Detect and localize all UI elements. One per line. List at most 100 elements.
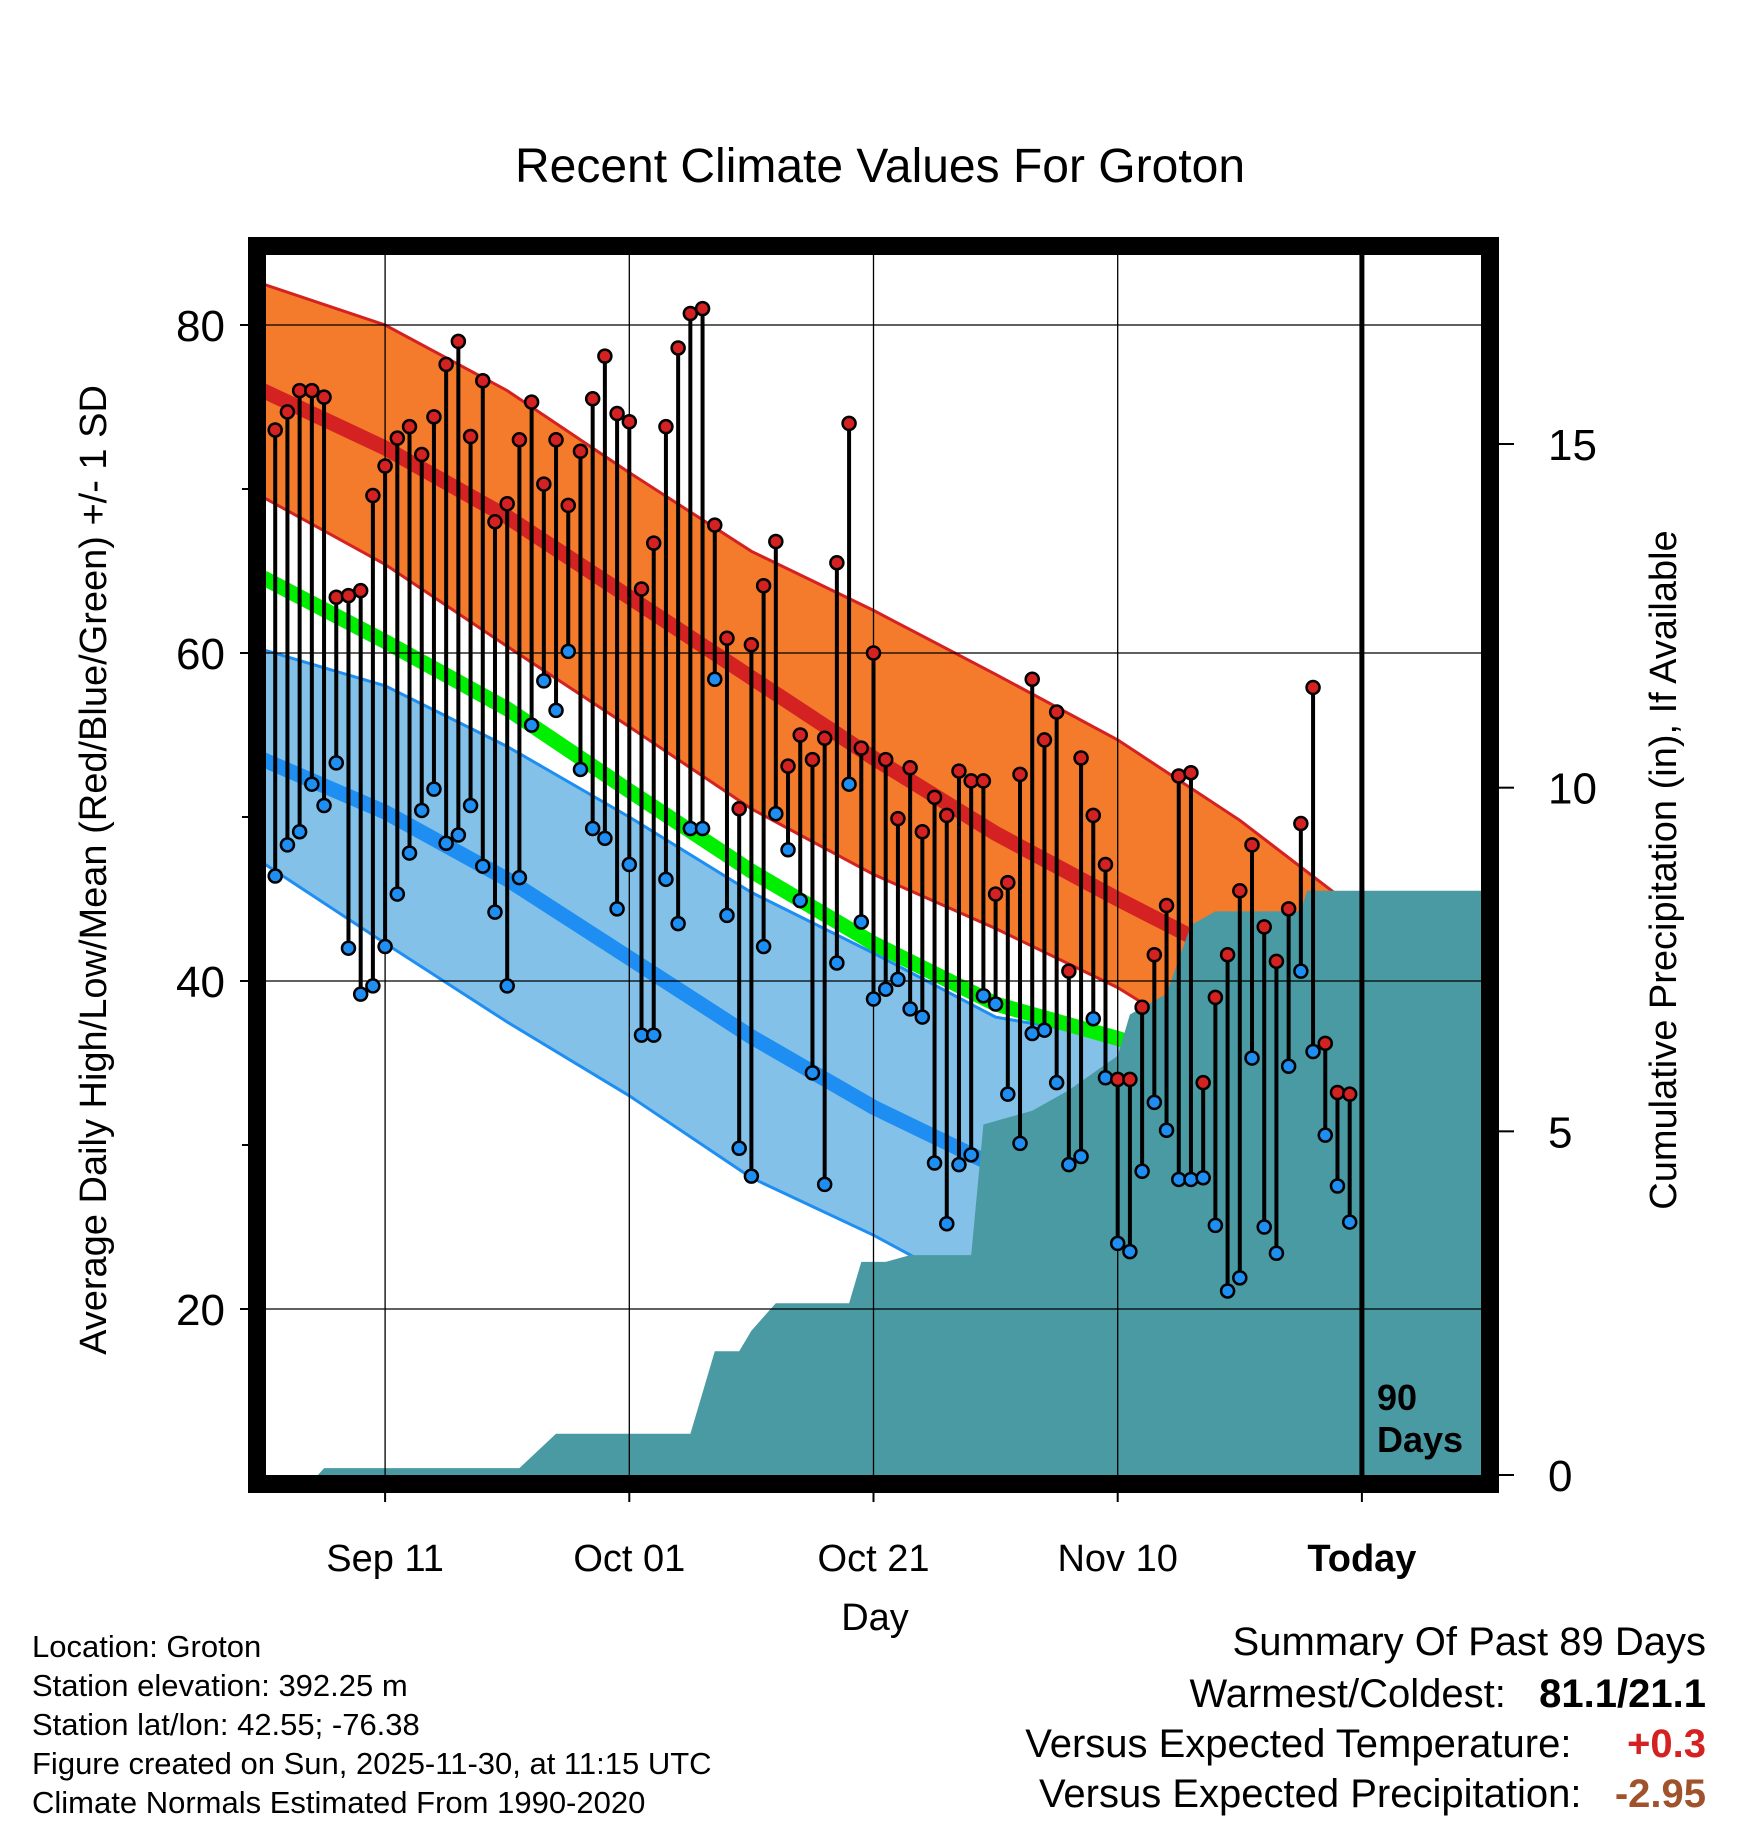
daily-high-point [426,409,442,425]
today-days-number: 90 [1377,1377,1417,1418]
x-tick-label: Oct 01 [573,1538,685,1580]
daily-high-point [755,578,772,594]
daily-low-point [1256,1219,1272,1235]
daily-low-point [389,886,406,902]
daily-low-point [731,1140,747,1157]
daily-low-point [267,868,283,884]
daily-low-point [841,776,857,792]
y2-tick-label: 15 [1548,421,1597,470]
daily-high-point [853,740,870,756]
daily-low-point [450,827,467,843]
temp-anomaly-value: +0.3 [1627,1722,1706,1766]
daily-low-point [658,871,674,888]
daily-low-point [1329,1178,1346,1194]
daily-high-point [1048,704,1065,720]
daily-high-point [1268,953,1285,970]
daily-low-point [1073,1148,1089,1165]
daily-low-point [816,1176,833,1193]
daily-low-point [987,996,1004,1012]
summary-warm-cold: Warmest/Coldest: 81.1/21.1 [1189,1672,1706,1717]
daily-high-point [536,476,552,492]
daily-low-point [951,1156,967,1173]
today-days-label: 90 Days [1377,1377,1463,1460]
daily-high-point [487,514,503,530]
daily-low-point [1000,1086,1016,1102]
y-tick-label: 60 [176,630,225,679]
daily-high-point [792,727,808,743]
daily-high-point [645,535,662,551]
daily-low-point [743,1168,760,1184]
x-axis-label: Day [841,1597,909,1639]
daily-low-point [340,940,357,956]
daily-high-point [743,637,760,653]
daily-high-point [1183,764,1199,781]
daily-high-point [365,487,381,504]
daily-low-point [548,702,564,719]
daily-low-point [780,842,796,858]
daily-low-point [1317,1127,1334,1143]
daily-high-point [780,758,796,774]
daily-low-point [1109,1235,1126,1252]
daily-high-point [707,517,723,533]
daily-low-point [914,1009,931,1025]
daily-low-point [621,856,638,873]
daily-low-point [963,1147,979,1163]
daily-low-point [523,717,540,733]
daily-low-point [694,820,711,837]
daily-high-point [609,405,625,422]
info-location: Location: Groton [32,1629,262,1664]
daily-high-point [377,458,393,474]
daily-high-point [1317,1035,1334,1052]
x-tick-label: Sep 11 [326,1538,444,1580]
daily-low-point [1122,1243,1138,1260]
daily-high-point [1280,901,1297,917]
axes: 20 40 60 80 0 5 10 15 Sep 11 Oct 01 Oct 21 Nov 10 To… [176,302,1597,1580]
daily-low-point [352,986,369,1002]
info-normals: Climate Normals Estimated From 1990-2020 [32,1785,646,1820]
daily-low-point [560,643,576,660]
plot-frame [248,237,1499,1493]
daily-low-point [1341,1214,1358,1230]
daily-low-point [1207,1217,1224,1234]
daily-low-point [475,858,491,874]
daily-high-point [316,389,332,405]
daily-high-point [413,446,430,463]
daily-high-point [658,418,674,435]
daily-high-point [352,582,369,599]
daily-low-point [1268,1245,1285,1261]
daily-low-point [768,805,784,822]
daily-high-point [1000,874,1016,891]
daily-high-point [1305,679,1321,696]
daily-low-point [1134,1163,1150,1179]
y2-axis-label: Cumulative Precipitation (in), If Availa… [1643,530,1685,1209]
y-tick-label: 80 [176,302,225,351]
daily-low-point [1097,1070,1114,1086]
daily-low-point [572,761,589,778]
daily-low-point [853,914,870,930]
daily-low-point [804,1065,821,1081]
daily-low-point [1146,1094,1163,1111]
daily-high-point [951,763,967,779]
today-days-word: Days [1377,1419,1463,1460]
daily-low-point [365,978,381,994]
daily-high-point [572,443,589,460]
precip-label: Versus Expected Precipitation: [1038,1772,1582,1816]
daily-high-point [1329,1084,1346,1101]
x-tick-label: Nov 10 [1057,1538,1177,1580]
daily-high-point [1207,989,1224,1006]
info-latlon: Station lat/lon: 42.55; -76.38 [32,1707,420,1742]
daily-low-point [291,824,308,840]
daily-high-point [719,630,735,646]
temp-label: Versus Expected Temperature: [1025,1722,1572,1766]
chart-title: Recent Climate Values For Groton [515,140,1245,193]
daily-high-point [829,555,845,571]
daily-high-point [499,496,515,512]
daily-high-point [475,373,491,389]
daily-low-point [1244,1050,1260,1066]
daily-high-point [584,391,601,407]
daily-low-point [1024,1025,1040,1042]
daily-high-point [1024,671,1040,687]
daily-high-point [877,751,894,768]
daily-low-point [1305,1043,1321,1060]
daily-high-point [1061,963,1077,979]
